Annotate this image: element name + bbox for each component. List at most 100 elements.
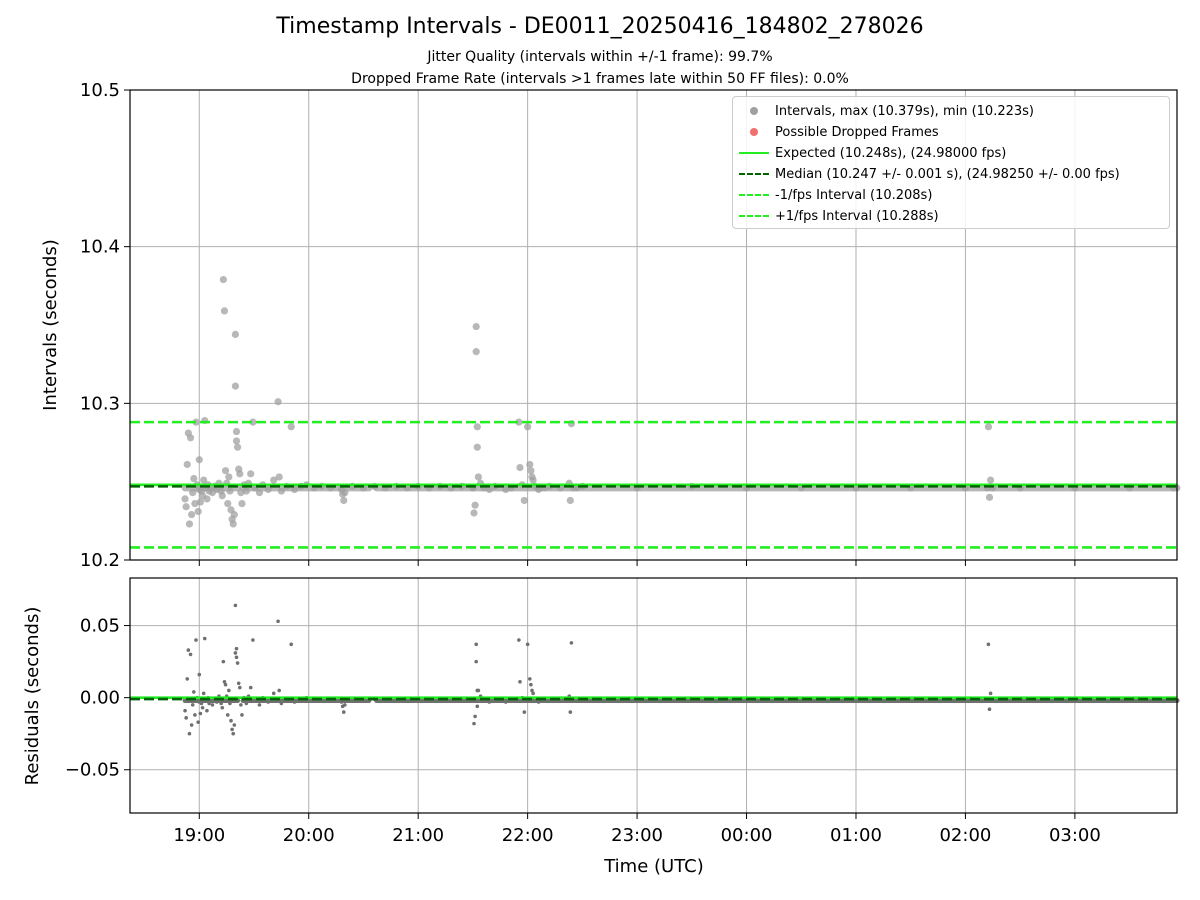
interval-point (566, 496, 574, 505)
chart-title: Timestamp Intervals - DE0011_20250416_18… (276, 14, 924, 39)
interval-point (502, 485, 510, 494)
interval-point (200, 476, 208, 484)
interval-point (274, 398, 282, 406)
residual-point (221, 659, 226, 664)
residual-point (503, 700, 508, 704)
interval-point (181, 495, 189, 503)
interval-point (520, 496, 528, 505)
interval-point (225, 473, 233, 481)
interval-point (185, 520, 194, 528)
legend-entry: -1/fps Interval (10.208s) (733, 185, 932, 205)
x-tick-label: 02:00 (939, 825, 991, 846)
residual-point (228, 701, 232, 706)
interval-point (242, 487, 250, 495)
residual-point (234, 655, 239, 660)
interval-point (287, 423, 295, 431)
residual-point (200, 705, 205, 710)
jitter-quality-subtitle: Jitter Quality (intervals within +/-1 fr… (427, 49, 773, 65)
residual-point (185, 677, 190, 681)
interval-point (247, 470, 255, 478)
residual-point (271, 691, 276, 696)
residual-point (183, 708, 187, 713)
residual-point (229, 718, 233, 723)
residual-point (473, 714, 477, 719)
legend-symbol (733, 122, 775, 142)
legend-marker-line (739, 215, 769, 217)
legend-entry: Expected (10.248s), (24.98000 fps) (733, 143, 1006, 163)
interval-point (229, 520, 237, 528)
interval-point (196, 498, 204, 506)
residual-point (237, 685, 242, 690)
residual-point (199, 701, 204, 706)
residual-point (518, 680, 522, 684)
legend-symbol (733, 185, 775, 205)
residual-point (184, 716, 188, 720)
residual-point (279, 701, 284, 706)
residual-point (234, 646, 239, 651)
interval-point (186, 434, 195, 442)
interval-point (516, 463, 524, 472)
residual-point (257, 703, 262, 707)
legend-label: Possible Dropped Frames (775, 124, 939, 140)
interval-point (224, 500, 232, 508)
residual-point (222, 680, 227, 684)
interval-point (182, 503, 190, 511)
residual-point (187, 731, 192, 736)
residual-point (197, 672, 202, 677)
residual-point (987, 707, 992, 711)
residual-point (239, 703, 243, 707)
x-tick-label: 20:00 (283, 825, 335, 846)
y-tick-label: 0.05 (80, 616, 120, 637)
residual-point (240, 713, 244, 717)
interval-point (534, 485, 543, 494)
y-tick-label: 10.2 (80, 550, 120, 571)
residual-point (536, 700, 541, 704)
residual-point (201, 691, 206, 696)
x-tick-label: 01:00 (830, 825, 882, 846)
residual-point (988, 691, 993, 696)
legend-label: +1/fps Interval (10.288s) (775, 208, 939, 224)
legend-marker-line (739, 152, 769, 154)
interval-point (987, 476, 995, 484)
interval-point (232, 427, 241, 436)
interval-point (188, 510, 196, 519)
bottom-y-axis-label: Residuals (seconds) (22, 607, 43, 786)
residual-point (568, 710, 573, 714)
residual-point (230, 727, 234, 732)
legend-symbol (733, 164, 775, 184)
residual-point (227, 688, 231, 693)
residuals-panel: −0.05 0.00 0.05 19:00 20:00 21:00 22:00 23:00 00… (65, 577, 1180, 846)
residual-point (531, 691, 535, 696)
legend-entry: Median (10.247 +/- 0.001 s), (24.98250 +… (733, 164, 1120, 184)
top-y-axis-label: Intervals (seconds) (40, 239, 61, 411)
residual-point (192, 690, 196, 694)
interval-point (190, 474, 198, 483)
residual-point (341, 710, 346, 714)
residual-point (266, 700, 271, 704)
residual-point (530, 688, 534, 693)
residual-point (475, 704, 480, 709)
interval-point (470, 509, 478, 517)
residual-point (186, 648, 191, 652)
legend-label: Intervals, max (10.379s), min (10.223s) (775, 103, 1034, 119)
interval-point (203, 495, 211, 503)
legend-label: Expected (10.248s), (24.98000 fps) (775, 145, 1007, 161)
y-tick-label: 0.00 (80, 688, 120, 709)
interval-point (472, 322, 480, 331)
residual-point (292, 700, 297, 704)
x-tick-label: 03:00 (1049, 825, 1101, 846)
residual-point (231, 731, 236, 736)
residual-point (522, 710, 527, 714)
interval-point (472, 348, 480, 356)
residual-point (854, 698, 858, 703)
legend-symbol (733, 143, 775, 163)
residual-point (986, 642, 991, 647)
interval-point (471, 501, 479, 509)
interval-point (852, 484, 860, 492)
plot-frame (129, 577, 1178, 814)
interval-point (232, 437, 241, 445)
x-tick-label: 00:00 (721, 825, 773, 846)
residual-point (233, 603, 238, 608)
legend-entry: Intervals, max (10.379s), min (10.223s) (733, 101, 1034, 121)
interval-point (220, 307, 229, 315)
